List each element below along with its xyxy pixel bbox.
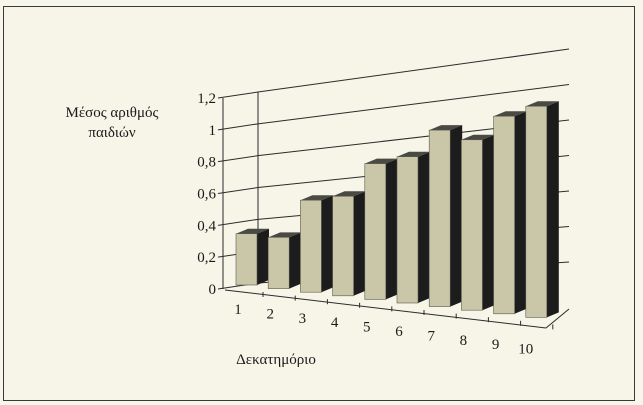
x-tick-label: 9	[492, 337, 500, 353]
bar-top	[397, 151, 430, 157]
bar-front	[461, 139, 483, 311]
bar-top	[300, 195, 334, 201]
bar-2	[267, 232, 302, 289]
gridline	[257, 48, 570, 93]
bar-side	[289, 232, 302, 289]
chart-frame: 0 0,2 0,4 0,6 0,8 1 1,2 1 2 3 4 5 6 7 8 9 10 Μέσος αριθ…	[3, 6, 635, 401]
bar-front	[300, 199, 322, 293]
y-axis-label-line-2: παιδιών	[88, 125, 135, 141]
bar-top	[332, 191, 366, 197]
y-tick-mark	[217, 91, 259, 99]
bar-top	[525, 101, 559, 107]
y-tick-label: 1	[209, 123, 217, 139]
bar-chart: 0 0,2 0,4 0,6 0,8 1 1,2 1 2 3 4 5 6 7 8 9 10 Μέσος αριθ…	[66, 48, 570, 368]
bar-4	[332, 191, 366, 297]
bar-side	[418, 151, 430, 303]
bar-front	[396, 156, 419, 304]
y-axis-label-line-1: Μέσος αριθμός	[66, 105, 159, 121]
y-tick-mark	[217, 187, 259, 194]
bar-side	[353, 191, 366, 296]
bar-8	[461, 134, 495, 311]
bar-front	[267, 237, 290, 289]
floor-right-edge	[545, 308, 570, 329]
bar-front	[428, 129, 451, 307]
bar-front	[364, 163, 387, 300]
bar-6	[396, 151, 430, 304]
bar-1	[235, 228, 269, 286]
x-tick-label: 5	[363, 320, 371, 336]
y-tick-label: 0,4	[197, 218, 216, 234]
bar-side	[546, 101, 559, 318]
bar-front	[525, 105, 548, 318]
x-tick-label: 10	[518, 342, 533, 358]
y-tick-label: 0,6	[197, 187, 216, 203]
x-tick-label: 3	[299, 311, 307, 327]
x-axis-ticks: 1 2 3 4 5 6 7 8 9 10	[234, 292, 554, 358]
y-tick-label: 0,8	[197, 155, 216, 171]
x-tick-label: 6	[395, 324, 403, 340]
bar-9	[493, 111, 527, 315]
bar-side	[482, 134, 495, 311]
y-tick-mark	[217, 123, 259, 131]
bar-top	[364, 158, 398, 164]
bars	[235, 101, 559, 318]
y-tick-label: 0	[209, 282, 217, 298]
y-tick-mark	[217, 218, 259, 226]
bar-10	[525, 101, 559, 318]
x-tick-label: 7	[427, 328, 435, 344]
x-tick-label: 2	[266, 306, 274, 322]
bar-side	[385, 158, 398, 300]
x-axis-label: Δεκατημόριο	[236, 352, 316, 368]
bar-front	[235, 233, 258, 286]
bar-front	[493, 115, 515, 315]
bar-top	[236, 228, 269, 234]
y-axis-ticks: 0 0,2 0,4 0,6 0,8 1 1,2	[197, 91, 216, 298]
bar-side	[257, 228, 269, 285]
y-tick-mark	[217, 155, 259, 163]
bar-top	[493, 111, 527, 117]
bar-front	[332, 195, 354, 297]
bar-side	[450, 125, 463, 307]
bar-side	[321, 195, 334, 293]
x-tick-label: 1	[234, 302, 242, 318]
x-axis-line	[224, 289, 547, 329]
bar-top	[268, 232, 302, 238]
x-tick-label: 8	[460, 333, 468, 349]
y-tick-label: 1,2	[197, 91, 216, 107]
bar-side	[514, 111, 527, 314]
bar-top	[429, 125, 463, 131]
gridline	[257, 84, 570, 125]
bar-5	[364, 158, 398, 300]
x-tick-label: 4	[331, 315, 339, 331]
y-tick-label: 0,2	[197, 250, 216, 266]
bar-3	[300, 195, 334, 293]
bar-top	[461, 134, 495, 140]
bar-7	[428, 125, 463, 307]
